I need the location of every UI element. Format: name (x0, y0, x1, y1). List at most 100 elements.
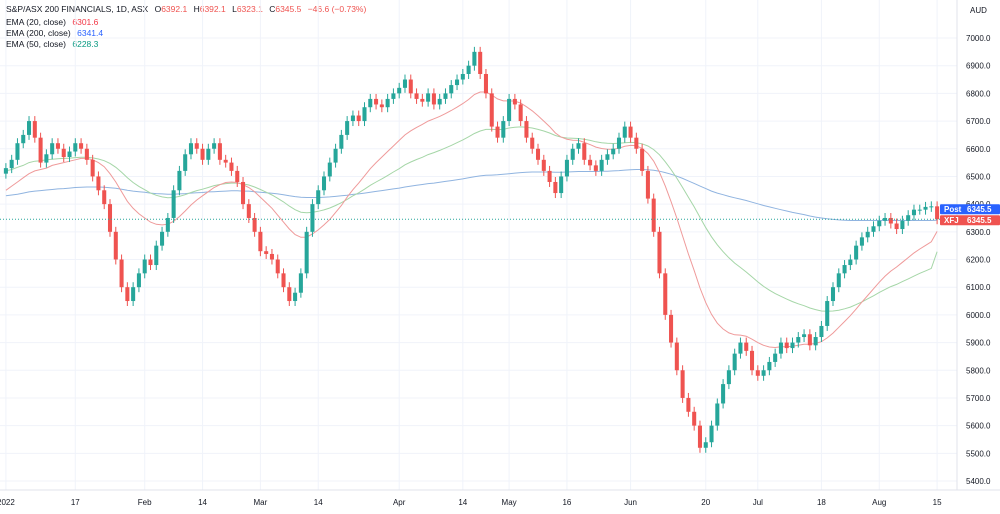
candle-body (559, 176, 564, 194)
indicator-ema20-value: 6301.6 (72, 17, 99, 27)
candle-body (27, 121, 32, 135)
ema20-line (5, 91, 938, 349)
candle-body (854, 245, 859, 260)
ohlc-close: C6345.5 (269, 4, 302, 14)
candle-body (15, 143, 20, 160)
candle-body (148, 259, 153, 266)
candle-body (154, 245, 159, 266)
candle-body (408, 79, 413, 94)
candle-body (298, 273, 303, 293)
candle-body (275, 259, 280, 274)
candle-body (778, 342, 783, 354)
candle-body (420, 98, 425, 102)
candle-body (345, 121, 350, 135)
candle-body (530, 137, 535, 149)
candle-body (293, 292, 298, 302)
ema200-path (5, 169, 938, 221)
ema50-path (5, 126, 938, 312)
indicator-ema50[interactable]: EMA (50, close) 6228.3 (6, 39, 99, 49)
candle-body (241, 181, 246, 205)
candle-body (512, 98, 517, 105)
indicator-ema20[interactable]: EMA (20, close) 6301.6 (6, 17, 99, 27)
candle-body (391, 93, 396, 99)
candle-body (877, 220, 882, 227)
candle-body (327, 162, 332, 177)
candle-body (136, 273, 141, 288)
candle-body (44, 154, 49, 163)
candle-body (501, 121, 506, 138)
ohlc-change: −46.6 (−0.73%) (307, 4, 367, 14)
candle-body (142, 259, 147, 274)
ema200-line (5, 169, 938, 221)
candle-body (397, 87, 402, 94)
candle-body (842, 265, 847, 274)
x-tick-label: Aug (872, 498, 886, 507)
candle-body (865, 231, 870, 238)
candle-body (755, 370, 760, 376)
candle-body (686, 397, 691, 412)
candle-body (443, 93, 448, 99)
y-axis: 5400.0 5500.0 5600.0 5700.0 5800.0 5900.0 6000… (966, 34, 991, 486)
x-tick-label: 17 (71, 498, 80, 507)
price-badge-value: 6345.5 (967, 205, 992, 214)
candle-body (674, 342, 679, 371)
candle-body (535, 148, 541, 160)
candle-body (761, 370, 766, 376)
candle-body (732, 353, 737, 371)
candle-body (287, 287, 292, 302)
candle-body (616, 137, 622, 149)
candle-body (21, 134, 26, 144)
candle-body (836, 273, 841, 288)
candle-body (923, 206, 928, 210)
candle-body (692, 411, 697, 426)
candle-body (368, 98, 373, 108)
candle-body (79, 143, 84, 149)
candle-body (194, 143, 199, 149)
candle-body (599, 159, 604, 171)
ohlc-low: L6323.1 (232, 4, 263, 14)
candle-body (749, 350, 755, 371)
price-badge-bg (940, 215, 1000, 226)
candle-body (900, 220, 905, 230)
candle-body (131, 287, 136, 302)
candle-body (518, 104, 523, 122)
candle-body (588, 159, 593, 166)
candle-body (524, 121, 529, 138)
candle-body (177, 170, 182, 191)
y-tick-label: 6900.0 (966, 62, 991, 71)
y-tick-label: 6000.0 (966, 311, 991, 320)
x-tick-label: 18 (817, 498, 826, 507)
candle-body (356, 115, 361, 122)
candle-body (160, 231, 165, 246)
candle-body (252, 217, 257, 232)
candle-body (9, 159, 14, 169)
candle-body (611, 148, 616, 155)
indicator-ema200[interactable]: EMA (200, close) 6341.4 (6, 28, 104, 38)
y-tick-label: 5600.0 (966, 422, 991, 431)
y-tick-label: 5800.0 (966, 366, 991, 375)
candle-body (917, 209, 922, 211)
y-tick-label: 6200.0 (966, 256, 991, 265)
candle-body (634, 137, 639, 149)
candle-body (217, 143, 222, 160)
candle-body (385, 98, 390, 108)
x-tick-label: 14 (198, 498, 207, 507)
candle-body (102, 190, 107, 205)
candle-body (703, 442, 708, 448)
price-badge-label: XFJ (944, 216, 959, 225)
candle-body (460, 73, 465, 80)
candle-body (200, 148, 205, 160)
y-tick-label: 5400.0 (966, 477, 991, 486)
ohlc-high: H6392.1 (193, 4, 226, 14)
candle-body (67, 151, 72, 158)
candle-body (171, 190, 176, 218)
candle-body (813, 337, 818, 346)
candle-body (235, 170, 240, 182)
candle-body (84, 148, 89, 160)
candle-body (553, 181, 558, 194)
candle-body (859, 237, 864, 246)
candle-body (796, 337, 801, 343)
x-tick-label: Feb (138, 498, 152, 507)
candle-body (206, 148, 211, 160)
